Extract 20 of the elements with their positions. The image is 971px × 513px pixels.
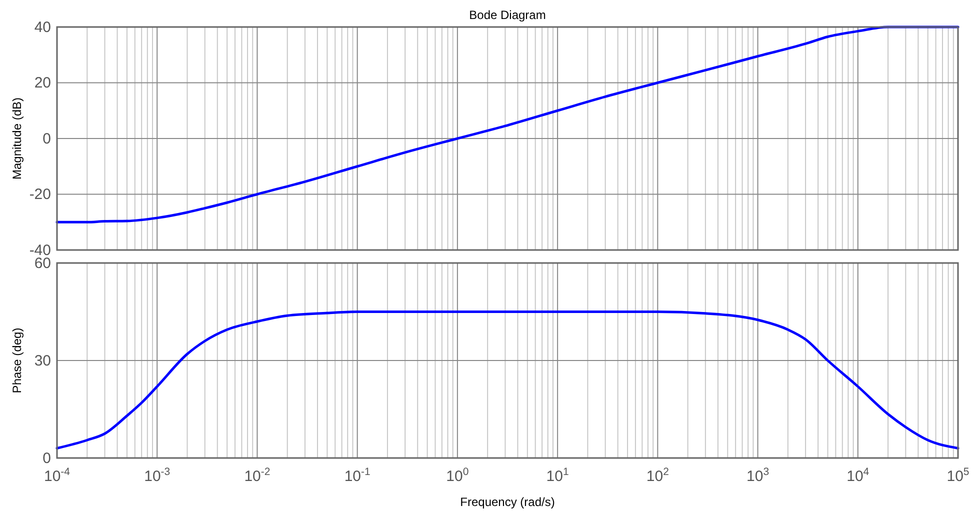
x-tick-label: 10$^{-4}$ (44, 466, 70, 485)
x-tick-label: 10$^{4}$ (846, 466, 870, 485)
x-axis-title: Frequency (rad/s) (460, 495, 555, 509)
x-tick-label: 10$^{2}$ (646, 466, 670, 485)
chart-title: Bode Diagram (469, 8, 546, 22)
y-tick-label: 40 (34, 18, 51, 36)
x-tick-label: 10$^{-2}$ (244, 466, 270, 485)
y-tick-label: -20 (29, 186, 51, 204)
y-tick-label: 0 (42, 130, 51, 148)
x-tick-label: 10$^{0}$ (446, 466, 469, 485)
x-tick-label: 10$^{3}$ (746, 466, 770, 485)
x-tick-label: 10$^{-3}$ (144, 466, 170, 485)
x-tick-label: 10$^{5}$ (946, 466, 970, 485)
x-tick-label: 10$^{-1}$ (344, 466, 370, 485)
x-tick-label: 10$^{1}$ (546, 466, 569, 485)
y-tick-label: 30 (34, 352, 51, 370)
y-tick-label: 20 (34, 74, 51, 92)
y-tick-label: 0 (42, 450, 51, 467)
y-axis-title: Magnitude (dB) (10, 97, 24, 180)
y-axis-title: Phase (deg) (10, 328, 24, 394)
